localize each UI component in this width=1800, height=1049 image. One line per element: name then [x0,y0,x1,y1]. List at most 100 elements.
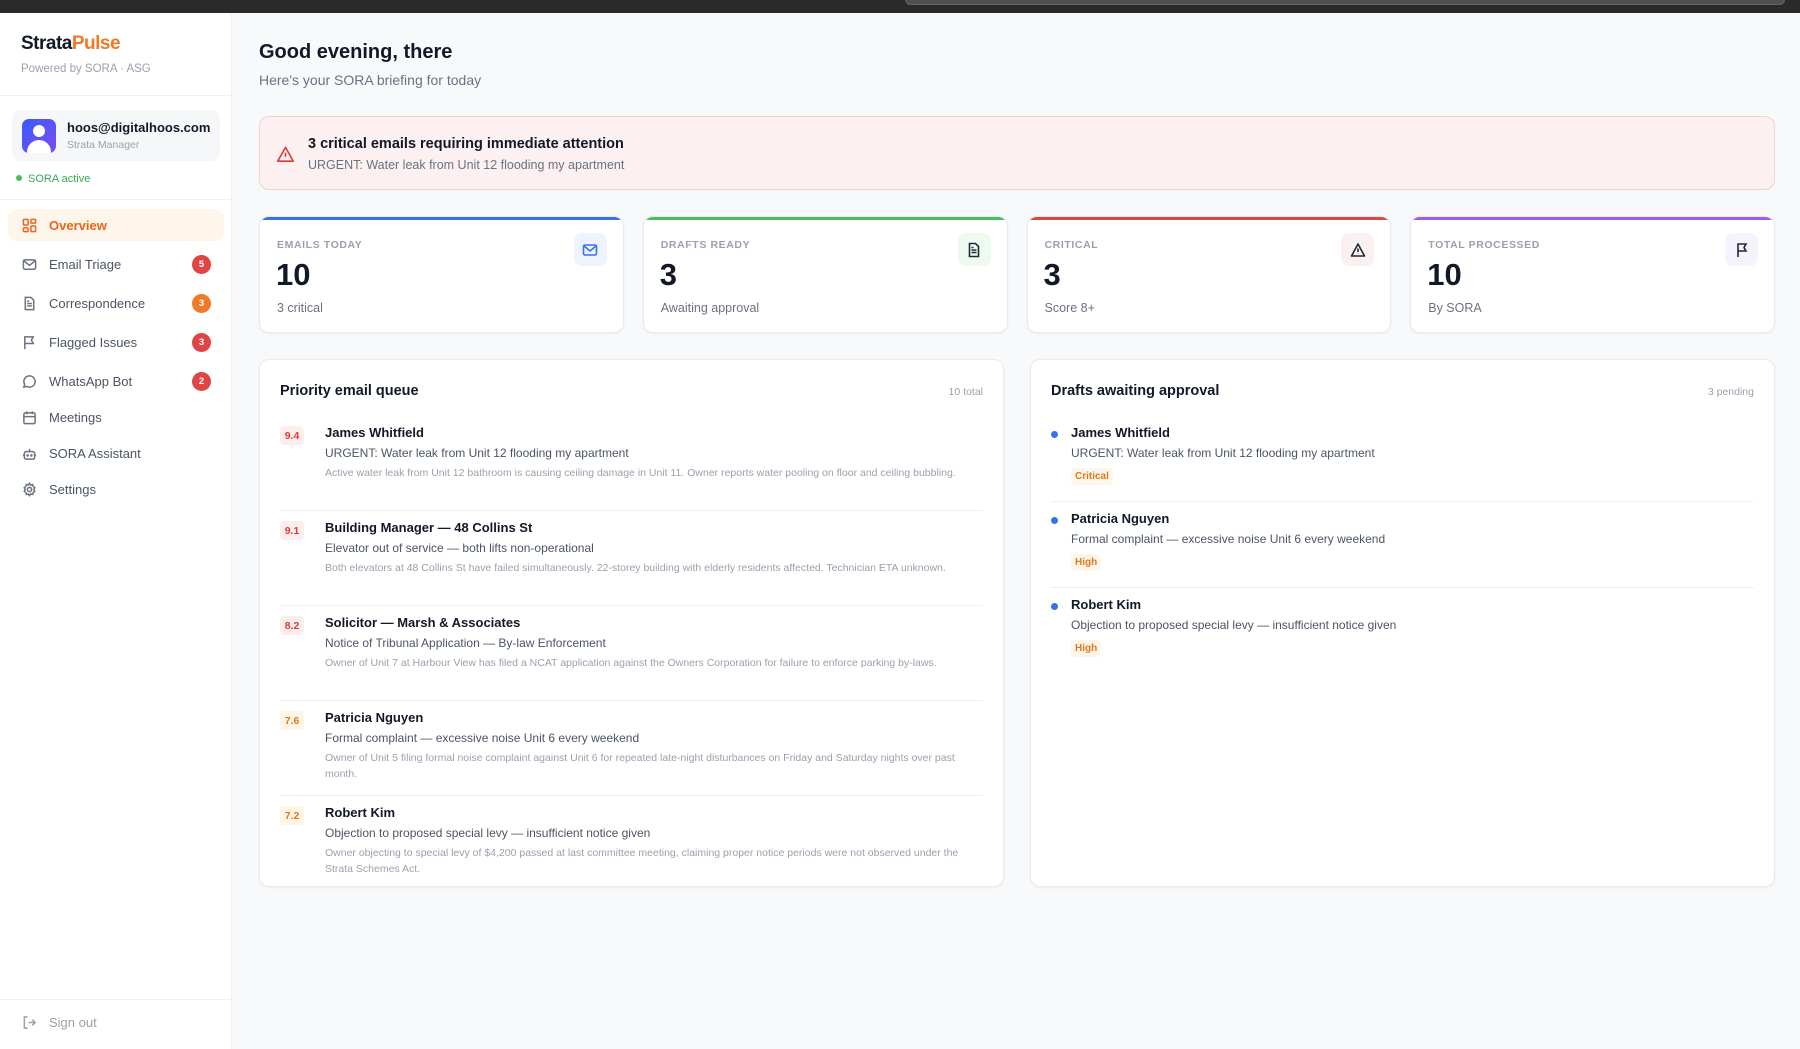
flag-icon [1725,233,1758,266]
mail-icon [573,233,607,266]
email-summary: Active water leak from Unit 12 bathroom … [325,467,956,479]
queue-item[interactable]: 7.2 Robert Kim Objection to proposed spe… [280,796,983,891]
queue-list: 9.4 James Whitfield URGENT: Water leak f… [280,416,983,891]
count-badge: 5 [192,255,211,274]
logo-text-strata: Strata [21,33,72,54]
sidebar-item-label: Settings [49,481,96,497]
sidebar-nav: Overview Email Triage 5 Correspondence 3… [8,209,224,509]
email-summary: Both elevators at 48 Collins St have fai… [325,562,946,574]
divider [0,95,232,96]
warning-icon [276,146,295,162]
sign-out-icon [23,1016,37,1029]
email-summary: Owner of Unit 7 at Harbour View has file… [325,657,937,669]
alert-title: 3 critical emails requiring immediate at… [308,136,624,152]
user-card[interactable]: hoos@digitalhoos.com Strata Manager [12,110,220,161]
critical-alert-banner[interactable]: 3 critical emails requiring immediate at… [259,116,1775,190]
queue-item[interactable]: 7.6 Patricia Nguyen Formal complaint — e… [280,701,983,796]
calendar-icon [23,410,36,424]
priority-score-badge: 8.2 [280,616,304,635]
email-sender: Patricia Nguyen [325,710,424,725]
queue-item[interactable]: 9.4 James Whitfield URGENT: Water leak f… [280,416,983,511]
warning-icon [1341,233,1375,266]
count-badge: 3 [192,294,211,313]
stat-subtext: By SORA [1428,301,1482,315]
divider [0,999,232,1000]
sidebar-item-correspondence[interactable]: Correspondence 3 [8,287,224,319]
stats-cards: EMAILS TODAY 10 3 critical DRAFTS READY … [259,216,1775,333]
email-subject: Formal complaint — excessive noise Unit … [325,731,640,745]
unread-dot-icon [1051,431,1058,438]
draft-subject: Formal complaint — excessive noise Unit … [1071,532,1386,546]
card-accent-bar [1411,217,1774,220]
sidebar-item-email-triage[interactable]: Email Triage 5 [8,248,224,280]
bot-icon [22,448,37,460]
sidebar-item-flagged-issues[interactable]: Flagged Issues 3 [8,326,224,358]
browser-address-bar[interactable] [905,0,1785,5]
tagline: Powered by SORA · ASG [21,63,151,75]
count-badge: 2 [192,372,211,391]
browser-top-bar [0,0,1800,13]
status-text: SORA active [28,173,91,185]
flag-icon [24,335,35,349]
stat-value: 10 [1427,257,1462,292]
email-sender: Solicitor — Marsh & Associates [325,615,521,630]
queue-item[interactable]: 8.2 Solicitor — Marsh & Associates Notic… [280,606,983,701]
email-sender: James Whitfield [325,425,424,440]
drafts-awaiting-approval: Drafts awaiting approval 3 pending James… [1030,359,1775,887]
draft-item[interactable]: James Whitfield URGENT: Water leak from … [1051,416,1754,502]
sidebar-item-meetings[interactable]: Meetings [8,401,224,433]
logo-text-pulse: Pulse [71,33,121,54]
stat-value: 3 [659,257,677,292]
draft-subject: URGENT: Water leak from Unit 12 flooding… [1071,446,1375,460]
draft-subject: Objection to proposed special levy — ins… [1071,618,1397,632]
sidebar: StrataPulse Powered by SORA · ASG hoos@d… [0,13,232,1049]
sidebar-item-overview[interactable]: Overview [8,209,224,241]
sidebar-item-label: Overview [49,217,107,233]
chat-icon [22,374,36,388]
draft-item[interactable]: Patricia Nguyen Formal complaint — exces… [1051,502,1754,588]
email-subject: Notice of Tribunal Application — By-law … [325,636,606,650]
stat-card-emails-today[interactable]: EMAILS TODAY 10 3 critical [259,216,624,333]
stat-card-critical[interactable]: CRITICAL 3 Score 8+ [1026,216,1392,333]
card-accent-bar [1027,217,1391,220]
stat-label: EMAILS TODAY [277,239,363,251]
sidebar-item-sora-assistant[interactable]: SORA Assistant [8,437,224,469]
sidebar-item-whatsapp-bot[interactable]: WhatsApp Bot 2 [8,365,224,397]
unread-dot-icon [1051,517,1058,524]
divider [0,199,232,200]
user-email: hoos@digitalhoos.com [67,120,211,135]
stat-card-total-processed[interactable]: TOTAL PROCESSED 10 By SORA [1410,216,1775,333]
mail-icon [22,258,37,270]
page-title: Good evening, there [259,41,453,63]
sign-out-button[interactable]: Sign out [22,1015,97,1030]
stat-subtext: 3 critical [277,301,323,315]
stat-label: TOTAL PROCESSED [1428,239,1540,251]
sidebar-item-label: Flagged Issues [49,334,138,350]
alert-detail: URGENT: Water leak from Unit 12 flooding… [308,158,625,172]
stat-card-drafts-ready[interactable]: DRAFTS READY 3 Awaiting approval [642,216,1008,333]
stat-subtext: Score 8+ [1044,301,1095,315]
logo[interactable]: StrataPulse [21,33,121,55]
card-accent-bar [643,217,1007,220]
sidebar-item-label: Correspondence [49,295,146,311]
avatar [22,119,56,153]
priority-score-badge: 9.4 [280,426,304,445]
email-subject: Elevator out of service — both lifts non… [325,541,594,555]
document-icon [957,233,991,266]
sidebar-item-label: WhatsApp Bot [49,373,133,389]
panel-title: Drafts awaiting approval [1051,383,1220,399]
email-sender: Robert Kim [325,805,396,820]
priority-tag: High [1071,554,1102,571]
queue-count: 10 total [948,386,983,398]
priority-email-queue: Priority email queue 10 total 9.4 James … [259,359,1004,887]
sidebar-item-label: Meetings [49,409,102,425]
draft-item[interactable]: Robert Kim Objection to proposed special… [1051,588,1754,674]
draft-sender: Robert Kim [1071,597,1142,612]
gear-icon [23,481,36,497]
email-summary: Owner of Unit 5 filing formal noise comp… [325,752,955,780]
email-summary: Owner objecting to special levy of $4,20… [325,847,959,875]
email-subject: Objection to proposed special levy — ins… [325,826,651,840]
queue-item[interactable]: 9.1 Building Manager — 48 Collins St Ele… [280,511,983,606]
count-badge: 3 [192,333,211,352]
sidebar-item-settings[interactable]: Settings [8,473,224,505]
